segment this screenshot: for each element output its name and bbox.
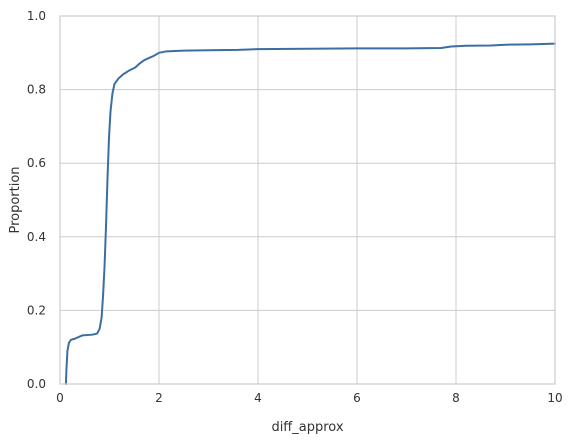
x-tick-label: 2 — [155, 391, 163, 405]
y-tick-label: 0.8 — [27, 83, 46, 97]
y-tick-label: 1.0 — [27, 9, 46, 23]
y-tick-label: 0.2 — [27, 303, 46, 317]
x-tick-label: 4 — [254, 391, 262, 405]
x-axis-label: diff_approx — [271, 420, 343, 435]
y-tick-label: 0.4 — [27, 230, 46, 244]
x-tick-label: 0 — [56, 391, 64, 405]
tick-label-layer: 0 2 4 6 8 10 0.0 0.2 0.4 0.6 0.8 1.0 — [27, 9, 563, 405]
y-tick-label: 0.0 — [27, 377, 46, 391]
series-layer — [64, 42, 556, 385]
plot-frame — [59, 15, 556, 385]
x-tick-label: 10 — [547, 391, 562, 405]
x-tick-label: 6 — [353, 391, 361, 405]
y-tick-label: 0.6 — [27, 156, 46, 170]
x-tick-label: 8 — [452, 391, 460, 405]
ecdf-series-line — [64, 42, 556, 385]
y-axis-label: Proportion — [8, 166, 23, 233]
